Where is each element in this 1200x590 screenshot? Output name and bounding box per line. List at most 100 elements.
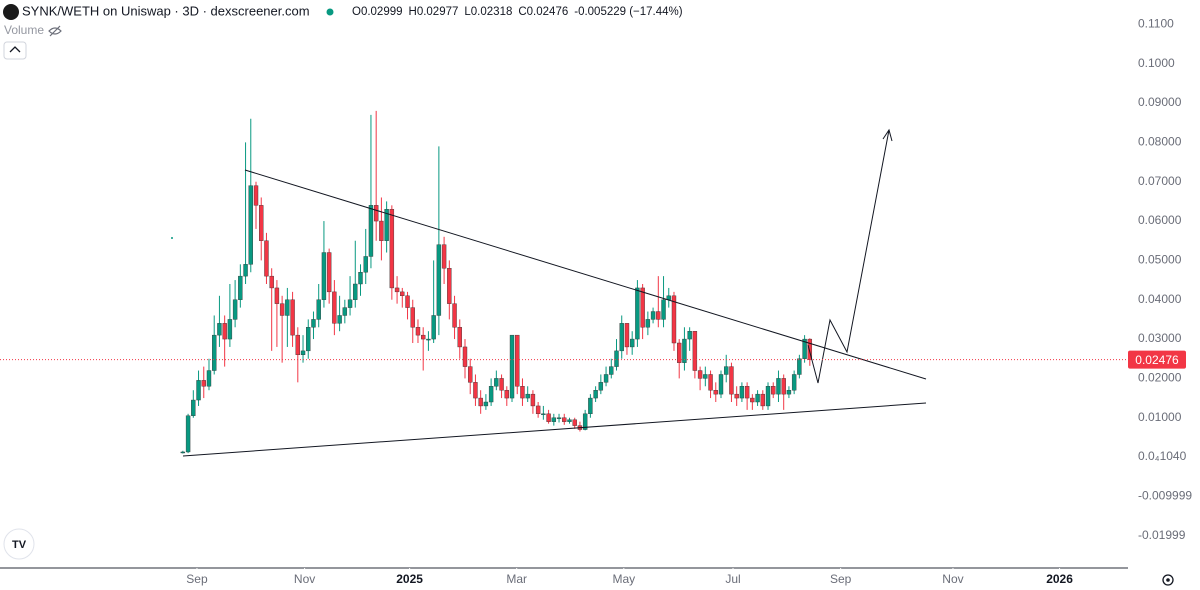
candle-body (640, 287, 645, 328)
candle-body (635, 287, 640, 340)
candle-body (306, 327, 311, 352)
candle-body (755, 393, 760, 403)
candle-body (609, 366, 614, 375)
volume-label: Volume (4, 23, 44, 37)
candle-body (227, 319, 233, 340)
candle-body (185, 415, 191, 453)
candle-body (760, 393, 765, 407)
projection-path (807, 129, 890, 384)
ohlc-value: C0.02476 (518, 6, 568, 18)
candle-body (253, 185, 259, 206)
y-tick-label: 0.04000 (1138, 292, 1182, 306)
collapse-arrow (9, 46, 21, 53)
candle-body (222, 323, 227, 340)
candle-body (614, 350, 619, 367)
candle-body (671, 295, 677, 344)
candle-body (379, 220, 384, 241)
candle-body (520, 386, 525, 399)
candle-body (603, 374, 609, 383)
candle-body (525, 393, 530, 399)
candle-body (332, 291, 337, 324)
chart-title: SYNK/WETH on Uniswap · 3D · dexscreener.… (22, 3, 310, 18)
candle-body (786, 390, 792, 395)
candle-body (452, 303, 457, 328)
candle-body (405, 295, 410, 308)
candle-body (530, 393, 536, 407)
candle-body (326, 252, 332, 293)
ohlc-value: L0.02318 (464, 6, 512, 18)
y-tick-label: 0.01000 (1138, 410, 1182, 424)
candle-body (619, 323, 624, 352)
candle-body (180, 451, 186, 454)
stray-dot (171, 237, 173, 239)
candle-body (290, 299, 295, 336)
candle-body (541, 413, 546, 416)
candle-body (677, 342, 682, 363)
candle-body (285, 299, 290, 316)
candle-body (572, 419, 577, 426)
status-dot (326, 8, 334, 16)
x-tick-label: Nov (942, 572, 963, 586)
candle-body (562, 417, 567, 422)
candle-body (426, 338, 431, 341)
candle-body (473, 382, 478, 399)
last-price-label: 0.02476 (1135, 353, 1179, 367)
ohlc-header: O0.02999 H0.02977 L0.02318 C0.02476 -0.00522… (352, 6, 683, 18)
candle-body (729, 366, 734, 395)
candle-body (311, 319, 316, 328)
y-tick-label: 0.02000 (1138, 371, 1182, 385)
candle-body (264, 240, 269, 277)
candle-body (368, 205, 374, 257)
eye-icon[interactable] (48, 25, 62, 37)
candle-body (394, 287, 400, 293)
x-tick-label: 2025 (396, 572, 423, 586)
settings-icon[interactable] (1162, 574, 1174, 586)
candle-body (468, 366, 473, 383)
candle-body (708, 374, 713, 391)
candle-body (384, 209, 389, 241)
candle-body (447, 268, 452, 304)
candle-body (645, 319, 651, 328)
candle-body (342, 307, 348, 316)
y-tick-label: 0.1100 (1138, 17, 1174, 31)
candle-body (436, 244, 442, 316)
candle-body (807, 338, 813, 360)
collapse-button[interactable] (3, 41, 27, 60)
candle-body (771, 386, 776, 395)
gear-center (1166, 578, 1170, 582)
candle-body (300, 350, 306, 356)
tv-logo[interactable]: TV (3, 528, 35, 560)
candle-body (347, 299, 353, 308)
ohlc-value: -0.005229 (−17.44%) (574, 6, 683, 18)
lower-trendline (182, 402, 927, 457)
y-tick-label: 0.03000 (1138, 331, 1182, 345)
candle-body (373, 205, 379, 222)
logo-mark: TV (12, 539, 27, 551)
candle-body (400, 291, 405, 297)
candle-body (295, 334, 301, 356)
y-tick-label: 0.08000 (1138, 135, 1182, 149)
ohlc-value: O0.02999 (352, 6, 403, 18)
candle-body (279, 303, 285, 316)
candle-body (765, 386, 771, 407)
x-tick-label: Mar (506, 572, 527, 586)
candle-body (420, 334, 426, 340)
candle-body (201, 380, 206, 387)
candle-body (656, 311, 661, 320)
y-tick-label: -0.009999 (1138, 489, 1192, 503)
candle-body (243, 264, 248, 277)
candle-body (232, 299, 238, 320)
candle-body (191, 399, 196, 416)
candle-body (483, 401, 489, 407)
y-tick-label: 0.1000 (1138, 56, 1175, 70)
candle-body (259, 205, 264, 241)
candle-body (791, 374, 797, 391)
x-tick-label: 2026 (1046, 572, 1073, 586)
x-tick-label: Sep (830, 572, 852, 586)
candle-body (697, 370, 703, 379)
candle-body (535, 405, 541, 415)
candle-body (739, 386, 745, 399)
candle-body (337, 315, 342, 324)
